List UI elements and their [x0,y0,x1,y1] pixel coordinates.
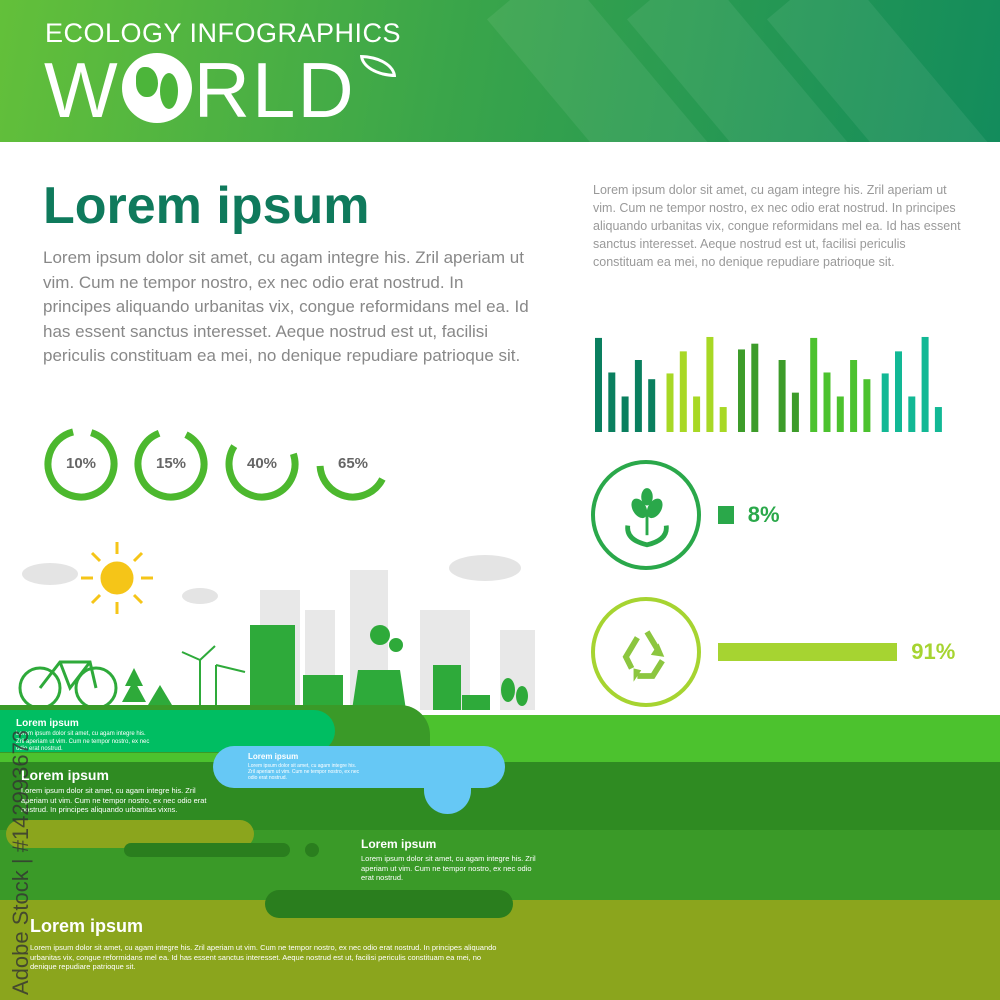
bar [895,351,902,432]
bar [666,373,674,432]
bar [706,336,714,432]
donut-chart: 15% [133,426,209,502]
bar [778,360,786,432]
progress-bar [718,506,734,524]
side-text: Lorem ipsum dolor sit amet, cu agam inte… [593,183,961,269]
watermark: Adobe Stock | #142993673 [8,729,33,995]
bar [648,379,656,432]
brand-title: W RLD [44,50,396,130]
leaf-icon [359,55,396,77]
donut-arc [44,427,118,501]
brand-subtitle: ECOLOGY INFOGRAPHICS [45,18,402,48]
bar [850,360,858,432]
bar [608,372,616,432]
bar [863,379,871,432]
plant-in-hands-circle [591,460,701,570]
band-3-text: Lorem ipsum dolor sit amet, cu agam inte… [361,854,536,882]
bar [791,392,799,432]
donut-label: 65% [337,455,369,472]
donut-label: 40% [246,455,278,472]
brand-letters-rld: RLD [193,46,356,134]
bar [679,351,687,432]
progress-bar [718,643,898,661]
sun-icon [81,542,153,614]
band-blue-text: Lorem ipsum dolor sit amet, cu agam inte… [248,763,360,781]
donut-chart: 10% [43,426,119,502]
bar [823,372,831,432]
intro-text: Lorem ipsum dolor sit amet, cu agam inte… [43,248,529,365]
header-banner: ECOLOGY INFOGRAPHICS W RLD [0,0,1000,142]
donut-chart: 40% [224,426,300,502]
clouds [22,555,521,604]
recycle-icon [622,630,665,682]
blue-pill [213,746,505,788]
bar-chart [595,336,942,432]
band-3-title: Lorem ipsum [361,837,437,851]
progress-label: 91% [911,639,956,664]
bar [836,396,844,432]
city-buildings [250,625,490,710]
band-1-title: Lorem ipsum [16,718,79,729]
bar [634,360,642,432]
recycle-circle [591,597,701,707]
wind-turbines [181,645,246,710]
band-1-text: Lorem ipsum dolor sit amet, cu agam inte… [16,731,150,752]
brand-letter-w: W [44,46,120,134]
bar [693,396,701,432]
progress-label: 8% [747,502,780,527]
trees [122,668,528,706]
band-blue-title: Lorem ipsum [248,752,299,761]
bar [921,336,929,432]
dark-pill [124,843,290,857]
plant-in-hands-icon [625,488,669,548]
bar [751,343,759,432]
band-2-text: Lorem ipsum dolor sit amet, cu agam inte… [21,786,207,814]
donut-label: 15% [155,455,187,472]
dark-dot [305,843,319,857]
band-4-text: Lorem ipsum dolor sit amet, cu agam inte… [30,943,497,972]
band-1-pill [0,710,335,752]
bar [719,407,727,432]
bar [810,337,818,432]
bicycle-icon [18,660,118,710]
bar [908,396,916,432]
bar [881,373,889,432]
dark-pill-2 [265,890,513,918]
donut-chart: 65% [315,426,391,502]
band-4-title: Lorem ipsum [30,916,144,936]
bar [738,349,745,432]
donut-label: 10% [65,455,97,472]
bar [934,407,942,432]
band-2-title: Lorem ipsum [21,767,109,783]
bar [595,337,602,432]
page-title: Lorem ipsum [43,177,370,235]
globe-icon [121,53,192,123]
eco-city-landscape [18,542,535,710]
bar [621,396,629,432]
